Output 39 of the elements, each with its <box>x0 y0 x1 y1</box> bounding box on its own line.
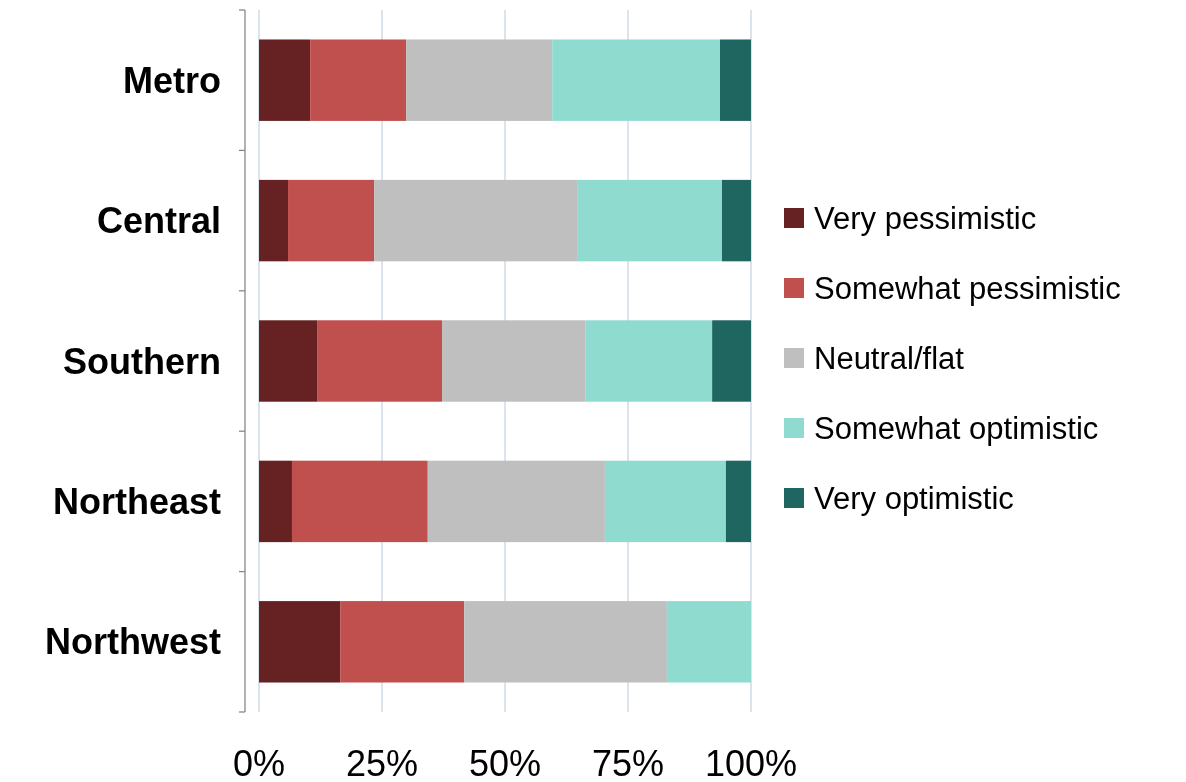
bar <box>317 320 443 402</box>
bar <box>259 320 318 402</box>
bar <box>291 460 428 543</box>
y-tick-label: Central <box>96 200 221 242</box>
bar <box>259 39 311 121</box>
bar <box>464 601 667 683</box>
bar <box>259 601 341 683</box>
x-tick-label: 100% <box>704 743 798 782</box>
y-tick-label: Metro <box>123 59 221 101</box>
bar <box>577 179 722 262</box>
bar <box>725 460 751 543</box>
bar <box>427 460 605 543</box>
x-tick-label: 75% <box>591 743 665 782</box>
bar <box>585 320 713 402</box>
bar <box>310 39 407 121</box>
bar <box>288 179 375 262</box>
bar <box>259 460 292 543</box>
y-tick-label: Northwest <box>44 621 222 663</box>
bar <box>712 320 751 402</box>
bar <box>340 601 465 683</box>
bar <box>406 39 553 121</box>
x-tick-label: 25% <box>345 743 419 782</box>
legend-label: Very pessimistic <box>814 200 1037 236</box>
bar <box>666 601 751 683</box>
y-tick-label: Southern <box>63 340 221 382</box>
legend-label: Very optimistic <box>814 480 1014 516</box>
bar <box>259 179 289 262</box>
bar <box>552 39 720 121</box>
bar <box>720 39 751 121</box>
y-tick-label: Northeast <box>52 481 222 522</box>
legend-label: Neutral/flat <box>814 340 965 376</box>
bar <box>604 460 726 543</box>
x-tick-label: 50% <box>468 743 542 782</box>
legend-label: Somewhat optimistic <box>814 410 1099 446</box>
bar <box>721 179 751 262</box>
legend-label: Somewhat pessimistic <box>814 270 1121 306</box>
bar <box>374 179 578 262</box>
bar <box>442 320 586 402</box>
x-tick-label: 0% <box>232 743 286 782</box>
